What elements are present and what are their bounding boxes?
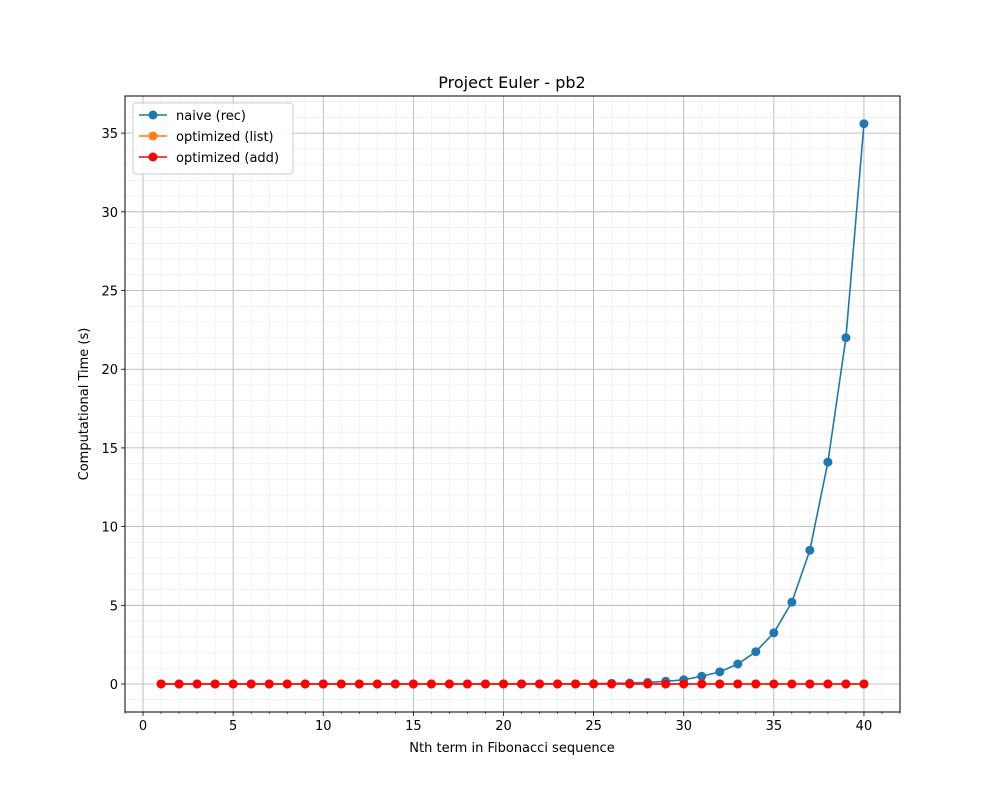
series-layer — [156, 119, 869, 689]
data-point — [426, 679, 436, 689]
data-point — [679, 679, 689, 689]
y-tick-label: 0 — [110, 678, 118, 693]
series-3 — [156, 679, 869, 689]
legend-item: optimized (list) — [139, 130, 274, 145]
legend-marker — [148, 152, 158, 162]
data-point — [607, 679, 617, 689]
data-point — [553, 679, 563, 689]
minor-grid — [124, 96, 901, 712]
x-tick-label: 40 — [856, 719, 873, 734]
y-tick-label: 5 — [110, 599, 118, 614]
data-point — [823, 457, 833, 467]
data-point — [625, 679, 635, 689]
data-point — [535, 679, 545, 689]
legend: naive (rec) optimized (list) optimized (ad… — [132, 102, 294, 175]
data-point — [571, 679, 581, 689]
data-point — [841, 679, 851, 689]
y-axis: 0 5 10 15 20 25 30 35 — [101, 127, 125, 693]
data-point — [715, 679, 725, 689]
legend-label: optimized (list) — [176, 130, 274, 145]
data-point — [859, 119, 869, 129]
series-1 — [156, 119, 869, 689]
y-tick-label: 35 — [101, 127, 118, 142]
data-point — [462, 679, 472, 689]
data-point — [643, 679, 653, 689]
data-point — [372, 679, 382, 689]
data-point — [859, 679, 869, 689]
data-point — [769, 679, 779, 689]
data-point — [210, 679, 220, 689]
legend-item: naive (rec) — [139, 109, 246, 124]
x-tick-label: 15 — [405, 719, 422, 734]
legend-box — [132, 102, 294, 175]
legend-label: naive (rec) — [176, 109, 246, 124]
data-point — [733, 679, 743, 689]
legend-marker — [148, 131, 158, 141]
x-tick-label: 10 — [315, 719, 332, 734]
data-point — [589, 679, 599, 689]
y-tick-label: 20 — [101, 363, 118, 378]
data-point — [444, 679, 454, 689]
data-point — [841, 333, 851, 343]
y-tick-label: 15 — [101, 442, 118, 457]
x-tick-label: 25 — [585, 719, 602, 734]
chart-title: Project Euler - pb2 — [438, 73, 585, 92]
data-point — [769, 628, 779, 638]
data-point — [174, 679, 184, 689]
data-point — [787, 597, 797, 607]
data-point — [805, 545, 815, 555]
data-point — [498, 679, 508, 689]
data-point — [300, 679, 310, 689]
x-axis-title: Nth term in Fibonacci sequence — [409, 741, 614, 756]
data-point — [751, 679, 761, 689]
data-point — [661, 679, 671, 689]
x-axis: 0 5 10 15 20 25 30 35 40 — [124, 712, 901, 734]
data-point — [264, 679, 274, 689]
data-point — [787, 679, 797, 689]
data-point — [336, 679, 346, 689]
x-tick-label: 30 — [675, 719, 692, 734]
x-tick-label: 35 — [766, 719, 783, 734]
data-point — [733, 659, 743, 669]
y-tick-label: 30 — [101, 206, 118, 221]
legend-item: optimized (add) — [139, 151, 279, 166]
legend-marker — [148, 110, 158, 120]
data-point — [823, 679, 833, 689]
major-grid — [125, 96, 900, 712]
data-point — [192, 679, 202, 689]
data-point — [480, 679, 490, 689]
x-tick-label: 20 — [495, 719, 512, 734]
data-point — [282, 679, 292, 689]
x-tick-label: 5 — [229, 719, 237, 734]
series-line — [161, 123, 865, 685]
data-point — [715, 667, 725, 677]
y-tick-label: 25 — [101, 285, 118, 300]
data-point — [408, 679, 418, 689]
data-point — [246, 679, 256, 689]
data-point — [156, 679, 166, 689]
data-point — [697, 679, 707, 689]
data-point — [228, 679, 238, 689]
data-point — [697, 671, 707, 681]
legend-label: optimized (add) — [176, 151, 279, 166]
data-point — [318, 679, 328, 689]
data-point — [805, 679, 815, 689]
plot-area-frame — [124, 95, 901, 713]
data-point — [517, 679, 527, 689]
y-tick-label: 10 — [101, 521, 118, 536]
data-point — [751, 647, 761, 657]
y-axis-title: Computational Time (s) — [77, 328, 92, 481]
x-tick-label: 0 — [139, 719, 147, 734]
data-point — [354, 679, 364, 689]
data-point — [390, 679, 400, 689]
